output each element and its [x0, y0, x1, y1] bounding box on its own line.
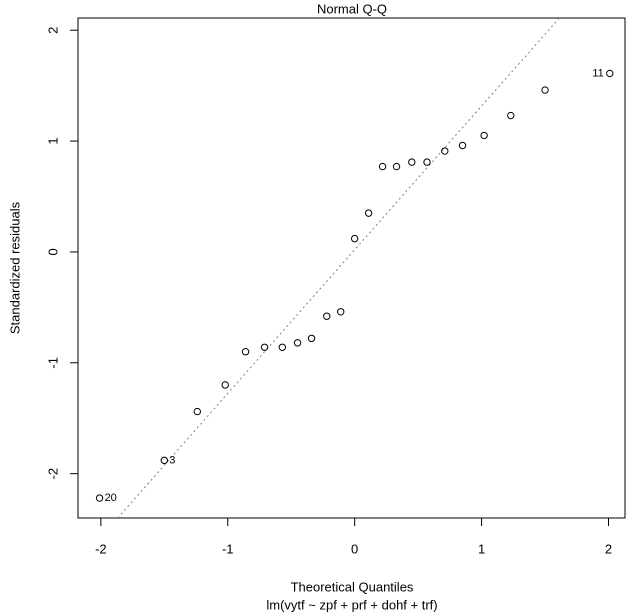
- y-tick-label: 0: [45, 248, 60, 255]
- point: [606, 69, 614, 78]
- point: [441, 147, 449, 155]
- point: [541, 86, 549, 94]
- reference-line: [117, 18, 561, 518]
- y-tick-label: 2: [45, 27, 60, 34]
- point: [160, 456, 169, 465]
- y-axis-label: Standardized residuals: [7, 201, 22, 334]
- point: [193, 407, 201, 416]
- x-tick-label: -1: [222, 541, 234, 556]
- point: [307, 334, 316, 343]
- chart-title: Normal Q-Q: [317, 1, 387, 16]
- plot-frame: [77, 17, 626, 519]
- x-tick-label: 1: [478, 541, 485, 556]
- x-tick-label: 0: [351, 541, 358, 556]
- y-tick-label: -1: [45, 357, 60, 369]
- x-tick-label: -2: [95, 541, 107, 556]
- point: [507, 111, 515, 120]
- point: [241, 348, 250, 356]
- point-label: 11: [592, 67, 603, 79]
- point: [323, 312, 331, 320]
- point: [423, 158, 431, 166]
- point: [293, 339, 302, 347]
- point: [221, 381, 229, 389]
- point: [408, 158, 416, 166]
- point: [458, 141, 467, 150]
- y-tick-label: 1: [45, 137, 60, 144]
- point: [378, 162, 387, 171]
- subtitle: lm(vytf ~ zpf + prf + dohf + trf): [266, 597, 437, 612]
- point: [480, 131, 488, 140]
- x-tick-label: 2: [605, 541, 612, 556]
- point: [278, 343, 287, 351]
- point: [260, 343, 269, 351]
- point: [337, 308, 345, 316]
- point: [350, 234, 359, 243]
- y-tick-label: -2: [45, 468, 60, 480]
- point-label: 3: [169, 454, 175, 466]
- point-label: 20: [105, 492, 117, 504]
- x-axis-label: Theoretical Quantiles: [291, 579, 414, 594]
- point: [364, 209, 373, 217]
- point: [95, 494, 104, 502]
- point: [392, 162, 401, 171]
